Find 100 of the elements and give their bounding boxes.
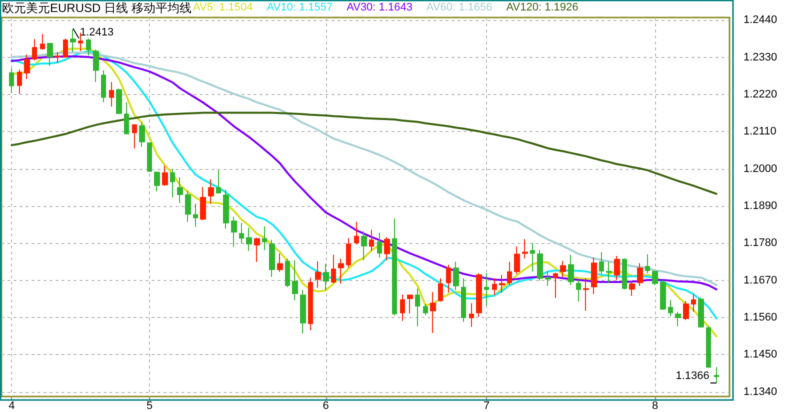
candlestick: [285, 258, 290, 288]
candlestick: [438, 278, 443, 302]
candlestick: [223, 189, 229, 230]
candlestick: [583, 278, 589, 312]
candlestick: [369, 229, 374, 252]
candlestick: [346, 238, 351, 268]
y-tick-label: 1.1890: [744, 200, 778, 212]
x-tick-label: 8: [652, 400, 658, 412]
candlestick: [315, 260, 321, 288]
annotation: 1.2413: [80, 26, 114, 38]
candlestick: [606, 262, 612, 284]
candlestick: [177, 176, 183, 204]
x-tick-label: 7: [484, 400, 490, 412]
candlestick: [553, 272, 558, 298]
candlestick: [246, 227, 252, 252]
candlestick: [599, 252, 604, 274]
candlestick: [683, 300, 689, 321]
candlestick: [576, 279, 581, 302]
y-tick-label: 1.2110: [744, 126, 776, 138]
candlestick: [63, 38, 68, 58]
candlestick: [17, 69, 22, 94]
candlestick: [537, 249, 543, 282]
candlestick: [660, 279, 666, 311]
candlestick: [132, 124, 137, 150]
candlestick: [70, 28, 76, 52]
candlestick: [269, 239, 275, 278]
candlestick: [154, 171, 160, 192]
candlestick: [407, 294, 413, 314]
y-tick-label: 1.1780: [744, 237, 778, 250]
candlestick: [637, 262, 643, 287]
candlestick: [392, 218, 397, 316]
candlestick: [116, 88, 122, 115]
line-series: [10, 112, 718, 195]
candlestick: [461, 278, 466, 322]
candlestick: [629, 280, 635, 296]
candlestick: [361, 230, 367, 261]
candlestick: [239, 222, 244, 244]
candlestick: [652, 270, 658, 286]
candlestick: [522, 238, 528, 259]
candlestick: [499, 274, 505, 294]
candlestick: [162, 165, 168, 186]
candlestick: [706, 326, 711, 368]
x-tick-label: 5: [146, 400, 153, 412]
candlestick: [208, 178, 214, 204]
candlestick: [277, 253, 283, 272]
candlestick: [645, 254, 650, 274]
candlestick: [514, 246, 520, 274]
candlestick: [354, 221, 359, 245]
candlestick: [109, 82, 114, 108]
candlestick: [124, 102, 129, 135]
y-tick-label: 1.1450: [744, 348, 778, 361]
candlestick: [530, 242, 535, 272]
candlestick: [254, 237, 260, 263]
candlestick: [622, 258, 627, 290]
candlestick: [560, 260, 566, 278]
x-tick-label: 4: [8, 400, 15, 412]
y-tick-label: 1.2000: [744, 162, 778, 175]
candlestick: [200, 186, 206, 221]
candlestick: [430, 292, 436, 334]
candlestick: [545, 271, 551, 286]
candlestick: [691, 294, 696, 312]
text: AV120: 1.1926: [506, 2, 578, 14]
candlestick: [292, 260, 298, 301]
candlestick: [86, 38, 91, 56]
candlestick: [338, 258, 344, 284]
y-tick-label: 1.1340: [744, 386, 778, 398]
candlestick: [323, 263, 329, 291]
candlestick: [185, 190, 191, 222]
x-tick-label: 6: [322, 400, 329, 412]
candlestick: [193, 203, 198, 228]
candlestick: [453, 261, 459, 291]
candlestick: [423, 303, 428, 316]
candlestick: [568, 254, 574, 286]
annotation: 1.1366: [676, 370, 710, 382]
candlestick: [591, 257, 597, 295]
candlestick: [698, 297, 704, 328]
candlestick: [147, 142, 152, 172]
candlestick: [231, 216, 237, 248]
candlestick: [614, 255, 620, 280]
y-tick-label: 1.2330: [744, 51, 778, 64]
text: AV10: 1.1557: [266, 2, 333, 14]
candlestick: [55, 51, 60, 64]
candlestick: [300, 290, 306, 334]
candlestick: [9, 68, 14, 94]
candlestick: [377, 232, 382, 258]
candlestick: [714, 366, 719, 384]
candlestick: [47, 42, 53, 66]
text: AV5: 1.1504: [193, 2, 253, 14]
candlestick: [484, 272, 489, 306]
candlestick: [170, 168, 175, 198]
candlestick: [262, 226, 267, 251]
candlestick: [216, 170, 221, 194]
candlestick: [400, 294, 405, 322]
candlestick: [492, 278, 497, 296]
candlestick: [507, 261, 512, 286]
y-tick-label: 1.1670: [744, 274, 778, 286]
candlestick: [40, 34, 45, 50]
y-tick-label: 1.2440: [744, 14, 778, 26]
chart-title: 欧元美元EURUSD 日线 移动平均线: [2, 1, 192, 15]
candlestick: [101, 70, 106, 103]
